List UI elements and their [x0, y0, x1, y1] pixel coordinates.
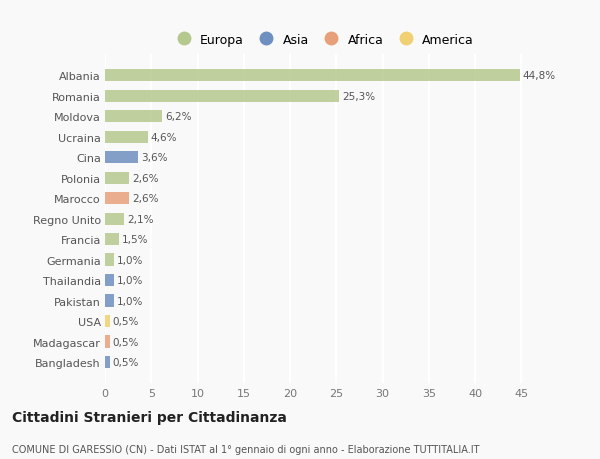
Text: 44,8%: 44,8%: [523, 71, 556, 81]
Text: 2,6%: 2,6%: [132, 194, 158, 204]
Text: 2,6%: 2,6%: [132, 174, 158, 183]
Bar: [105, 234, 119, 246]
Bar: [105, 152, 139, 164]
Bar: [105, 70, 520, 82]
Text: 1,0%: 1,0%: [117, 255, 143, 265]
Legend: Europa, Asia, Africa, America: Europa, Asia, Africa, America: [166, 28, 479, 51]
Text: 4,6%: 4,6%: [151, 133, 177, 142]
Bar: [105, 315, 110, 327]
Text: 2,1%: 2,1%: [127, 214, 154, 224]
Text: 0,5%: 0,5%: [112, 316, 139, 326]
Bar: [105, 90, 339, 103]
Text: 1,0%: 1,0%: [117, 275, 143, 285]
Bar: [105, 193, 129, 205]
Bar: [105, 213, 124, 225]
Text: COMUNE DI GARESSIO (CN) - Dati ISTAT al 1° gennaio di ogni anno - Elaborazione T: COMUNE DI GARESSIO (CN) - Dati ISTAT al …: [12, 444, 479, 454]
Text: 3,6%: 3,6%: [141, 153, 167, 163]
Text: 1,5%: 1,5%: [122, 235, 148, 245]
Bar: [105, 111, 163, 123]
Bar: [105, 254, 114, 266]
Text: 0,5%: 0,5%: [112, 337, 139, 347]
Bar: [105, 336, 110, 348]
Text: 6,2%: 6,2%: [165, 112, 191, 122]
Bar: [105, 274, 114, 286]
Text: Cittadini Stranieri per Cittadinanza: Cittadini Stranieri per Cittadinanza: [12, 411, 287, 425]
Bar: [105, 356, 110, 368]
Bar: [105, 172, 129, 185]
Bar: [105, 131, 148, 144]
Text: 1,0%: 1,0%: [117, 296, 143, 306]
Bar: [105, 295, 114, 307]
Text: 25,3%: 25,3%: [342, 92, 375, 101]
Text: 0,5%: 0,5%: [112, 357, 139, 367]
